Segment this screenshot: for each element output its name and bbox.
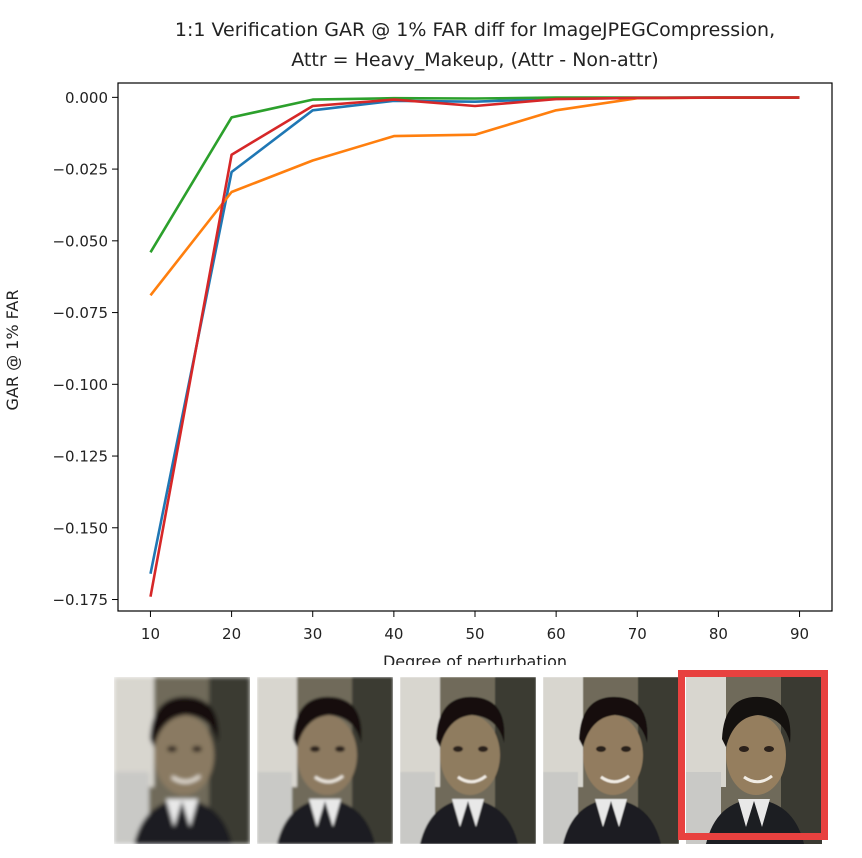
plot-area [117,82,833,612]
y-tick-label: −0.150 [52,519,108,537]
y-tick-label: −0.125 [52,448,108,466]
series-line-2 [149,96,800,297]
series-line-4 [149,96,800,597]
x-tick-label: 10 [141,625,160,643]
y-axis-label: GAR @ 1% FAR [3,290,22,411]
x-tick-label: 50 [465,625,484,643]
x-axis-label: Degree of perturbation [383,652,567,665]
x-tick-label: 60 [547,625,566,643]
x-tick-label: 90 [790,625,809,643]
x-tick-label: 30 [303,625,322,643]
x-tick-label: 80 [709,625,728,643]
x-tick-label: 40 [384,625,403,643]
series-line-3 [149,96,800,253]
face-photo-5 [686,677,822,844]
x-tick-label: 20 [222,625,241,643]
chart-title-line-2: Attr = Heavy_Makeup, (Attr - Non-attr) [291,49,658,71]
face-photo-4 [543,677,679,844]
thumbnail-1[interactable] [114,677,250,844]
y-tick-label: −0.050 [52,232,108,250]
series-line-1 [149,96,800,574]
face-photo-2 [257,677,393,844]
selected-thumbnail-highlight [678,670,828,840]
face-photo-1 [114,677,250,844]
y-tick-label: −0.025 [52,161,108,179]
y-tick-label: 0.000 [65,89,108,107]
line-chart: 1:1 Verification GAR @ 1% FAR diff for I… [3,19,833,665]
y-tick-label: −0.075 [52,304,108,322]
thumbnail-4[interactable] [543,677,679,844]
perturbation-thumbnails [114,677,830,845]
y-axis: 0.000 −0.025 −0.050 −0.075 −0.100 −0.125 −0.15… [52,89,118,609]
series-lines [149,96,800,597]
face-photo-3 [400,677,536,844]
x-axis: 10 20 30 40 50 60 70 80 90 [141,611,809,643]
thumbnail-3[interactable] [400,677,536,844]
y-tick-label: −0.100 [52,376,108,394]
y-tick-label: −0.175 [52,591,108,609]
chart-title-line-1: 1:1 Verification GAR @ 1% FAR diff for I… [175,19,775,41]
thumbnail-5[interactable] [686,677,822,844]
thumbnail-2[interactable] [257,677,393,844]
x-tick-label: 70 [628,625,647,643]
